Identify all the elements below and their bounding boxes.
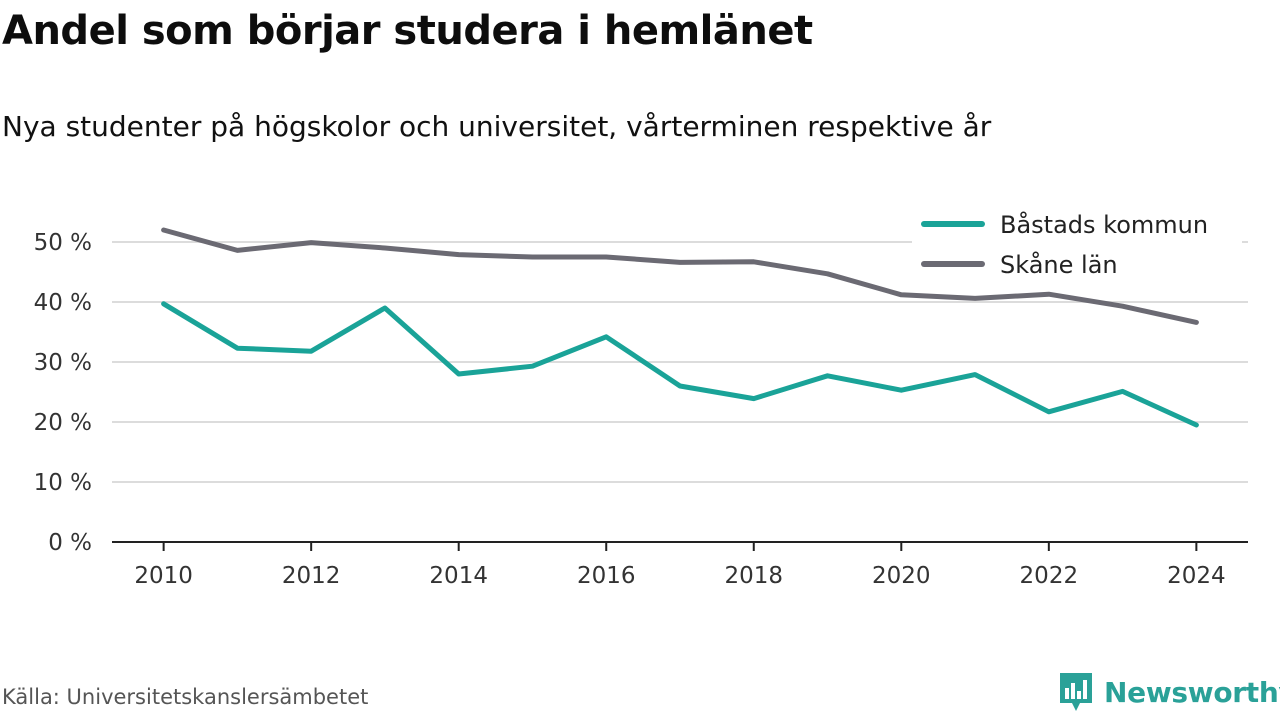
chart-subtitle: Nya studenter på högskolor och universit… — [2, 110, 992, 143]
x-tick-label: 2016 — [577, 563, 636, 589]
y-tick-label: 0 % — [48, 530, 92, 556]
source-note: Källa: Universitetskanslersämbetet — [2, 685, 369, 709]
x-tick-label: 2018 — [724, 563, 783, 589]
x-tick-label: 2010 — [134, 563, 193, 589]
x-tick-label: 2024 — [1167, 563, 1226, 589]
newsworthy-logo-icon — [1060, 673, 1092, 711]
x-tick-label: 2014 — [429, 563, 488, 589]
chart-title: Andel som börjar studera i hemlänet — [2, 8, 813, 54]
x-tick-label: 2022 — [1020, 563, 1079, 589]
brand-logo: Newsworthy — [1058, 670, 1280, 714]
axes: 0 % 10 % 20 % 30 % 40 % 50 % 2010 2012 2014 2016 2… — [34, 230, 1248, 589]
x-tick-label: 2020 — [872, 563, 931, 589]
legend-label: Båstads kommun — [1000, 210, 1208, 239]
series-line — [161, 227, 1199, 325]
y-tick-label: 40 % — [34, 290, 92, 316]
y-tick-label: 10 % — [34, 470, 92, 496]
y-tick-label: 20 % — [34, 410, 92, 436]
series-line — [161, 301, 1199, 428]
brand-name: Newsworthy — [1104, 675, 1280, 709]
y-tick-label: 30 % — [34, 350, 92, 376]
series-lines — [161, 227, 1199, 428]
legend-label: Skåne län — [1000, 250, 1118, 279]
y-tick-label: 50 % — [34, 230, 92, 256]
x-tick-label: 2012 — [282, 563, 341, 589]
legend: Båstads kommun Skåne län — [912, 204, 1242, 286]
legend-background — [912, 204, 1242, 286]
